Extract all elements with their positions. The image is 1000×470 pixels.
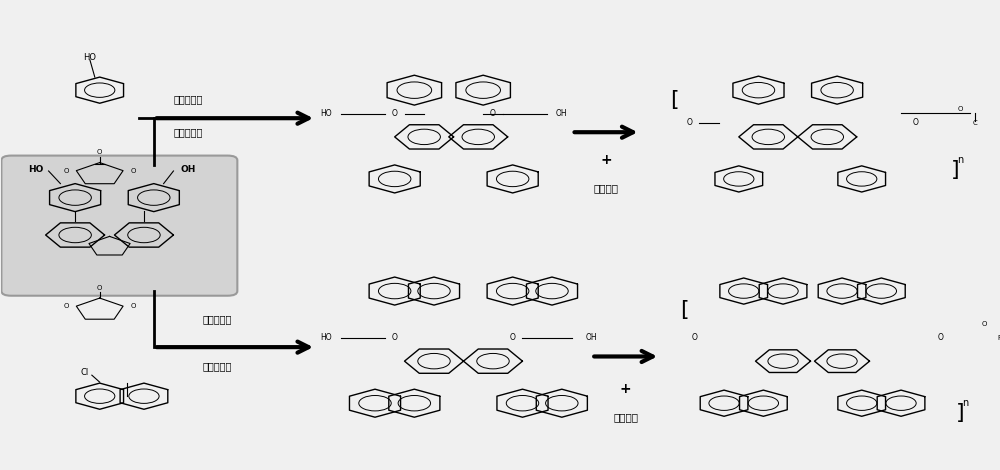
Text: O: O <box>64 303 69 309</box>
Text: O: O <box>510 333 516 342</box>
Text: R: R <box>997 335 1000 341</box>
Text: O: O <box>937 333 943 342</box>
Text: Cl: Cl <box>81 368 89 377</box>
Text: O: O <box>130 303 136 309</box>
Text: O: O <box>392 333 398 342</box>
Text: 酸性催化剂: 酸性催化剂 <box>203 361 232 371</box>
Text: O: O <box>64 168 69 173</box>
Text: O: O <box>982 321 987 327</box>
Text: +: + <box>600 153 612 167</box>
Text: O: O <box>957 106 963 112</box>
Text: O: O <box>97 285 102 291</box>
Text: HO: HO <box>320 109 332 118</box>
Text: 碱性催化剂: 碱性催化剂 <box>174 127 203 137</box>
Text: ]: ] <box>951 160 959 180</box>
Text: O: O <box>490 109 496 118</box>
Text: O: O <box>392 109 398 118</box>
Text: O: O <box>687 118 693 127</box>
Text: 酸性催化剂: 酸性催化剂 <box>174 94 203 104</box>
Text: [: [ <box>671 89 679 110</box>
Text: n: n <box>957 155 963 165</box>
Text: [: [ <box>680 300 689 320</box>
Text: n: n <box>962 398 968 408</box>
Text: OH: OH <box>556 109 568 118</box>
Text: 共聚单体: 共聚单体 <box>613 412 638 422</box>
Text: C: C <box>972 120 977 126</box>
Text: HO: HO <box>83 53 96 62</box>
FancyBboxPatch shape <box>1 156 237 296</box>
Text: O: O <box>692 333 697 342</box>
Text: 碱性催化剂: 碱性催化剂 <box>203 314 232 324</box>
Text: OH: OH <box>586 333 597 342</box>
Text: O: O <box>97 149 102 155</box>
Text: 共聚单体: 共聚单体 <box>594 183 619 193</box>
Text: OH: OH <box>181 165 196 174</box>
Text: ]: ] <box>956 402 964 423</box>
Text: HO: HO <box>320 333 332 342</box>
Text: HO: HO <box>28 165 43 174</box>
Text: O: O <box>913 118 919 127</box>
Text: O: O <box>130 168 136 173</box>
Text: +: + <box>620 382 632 396</box>
